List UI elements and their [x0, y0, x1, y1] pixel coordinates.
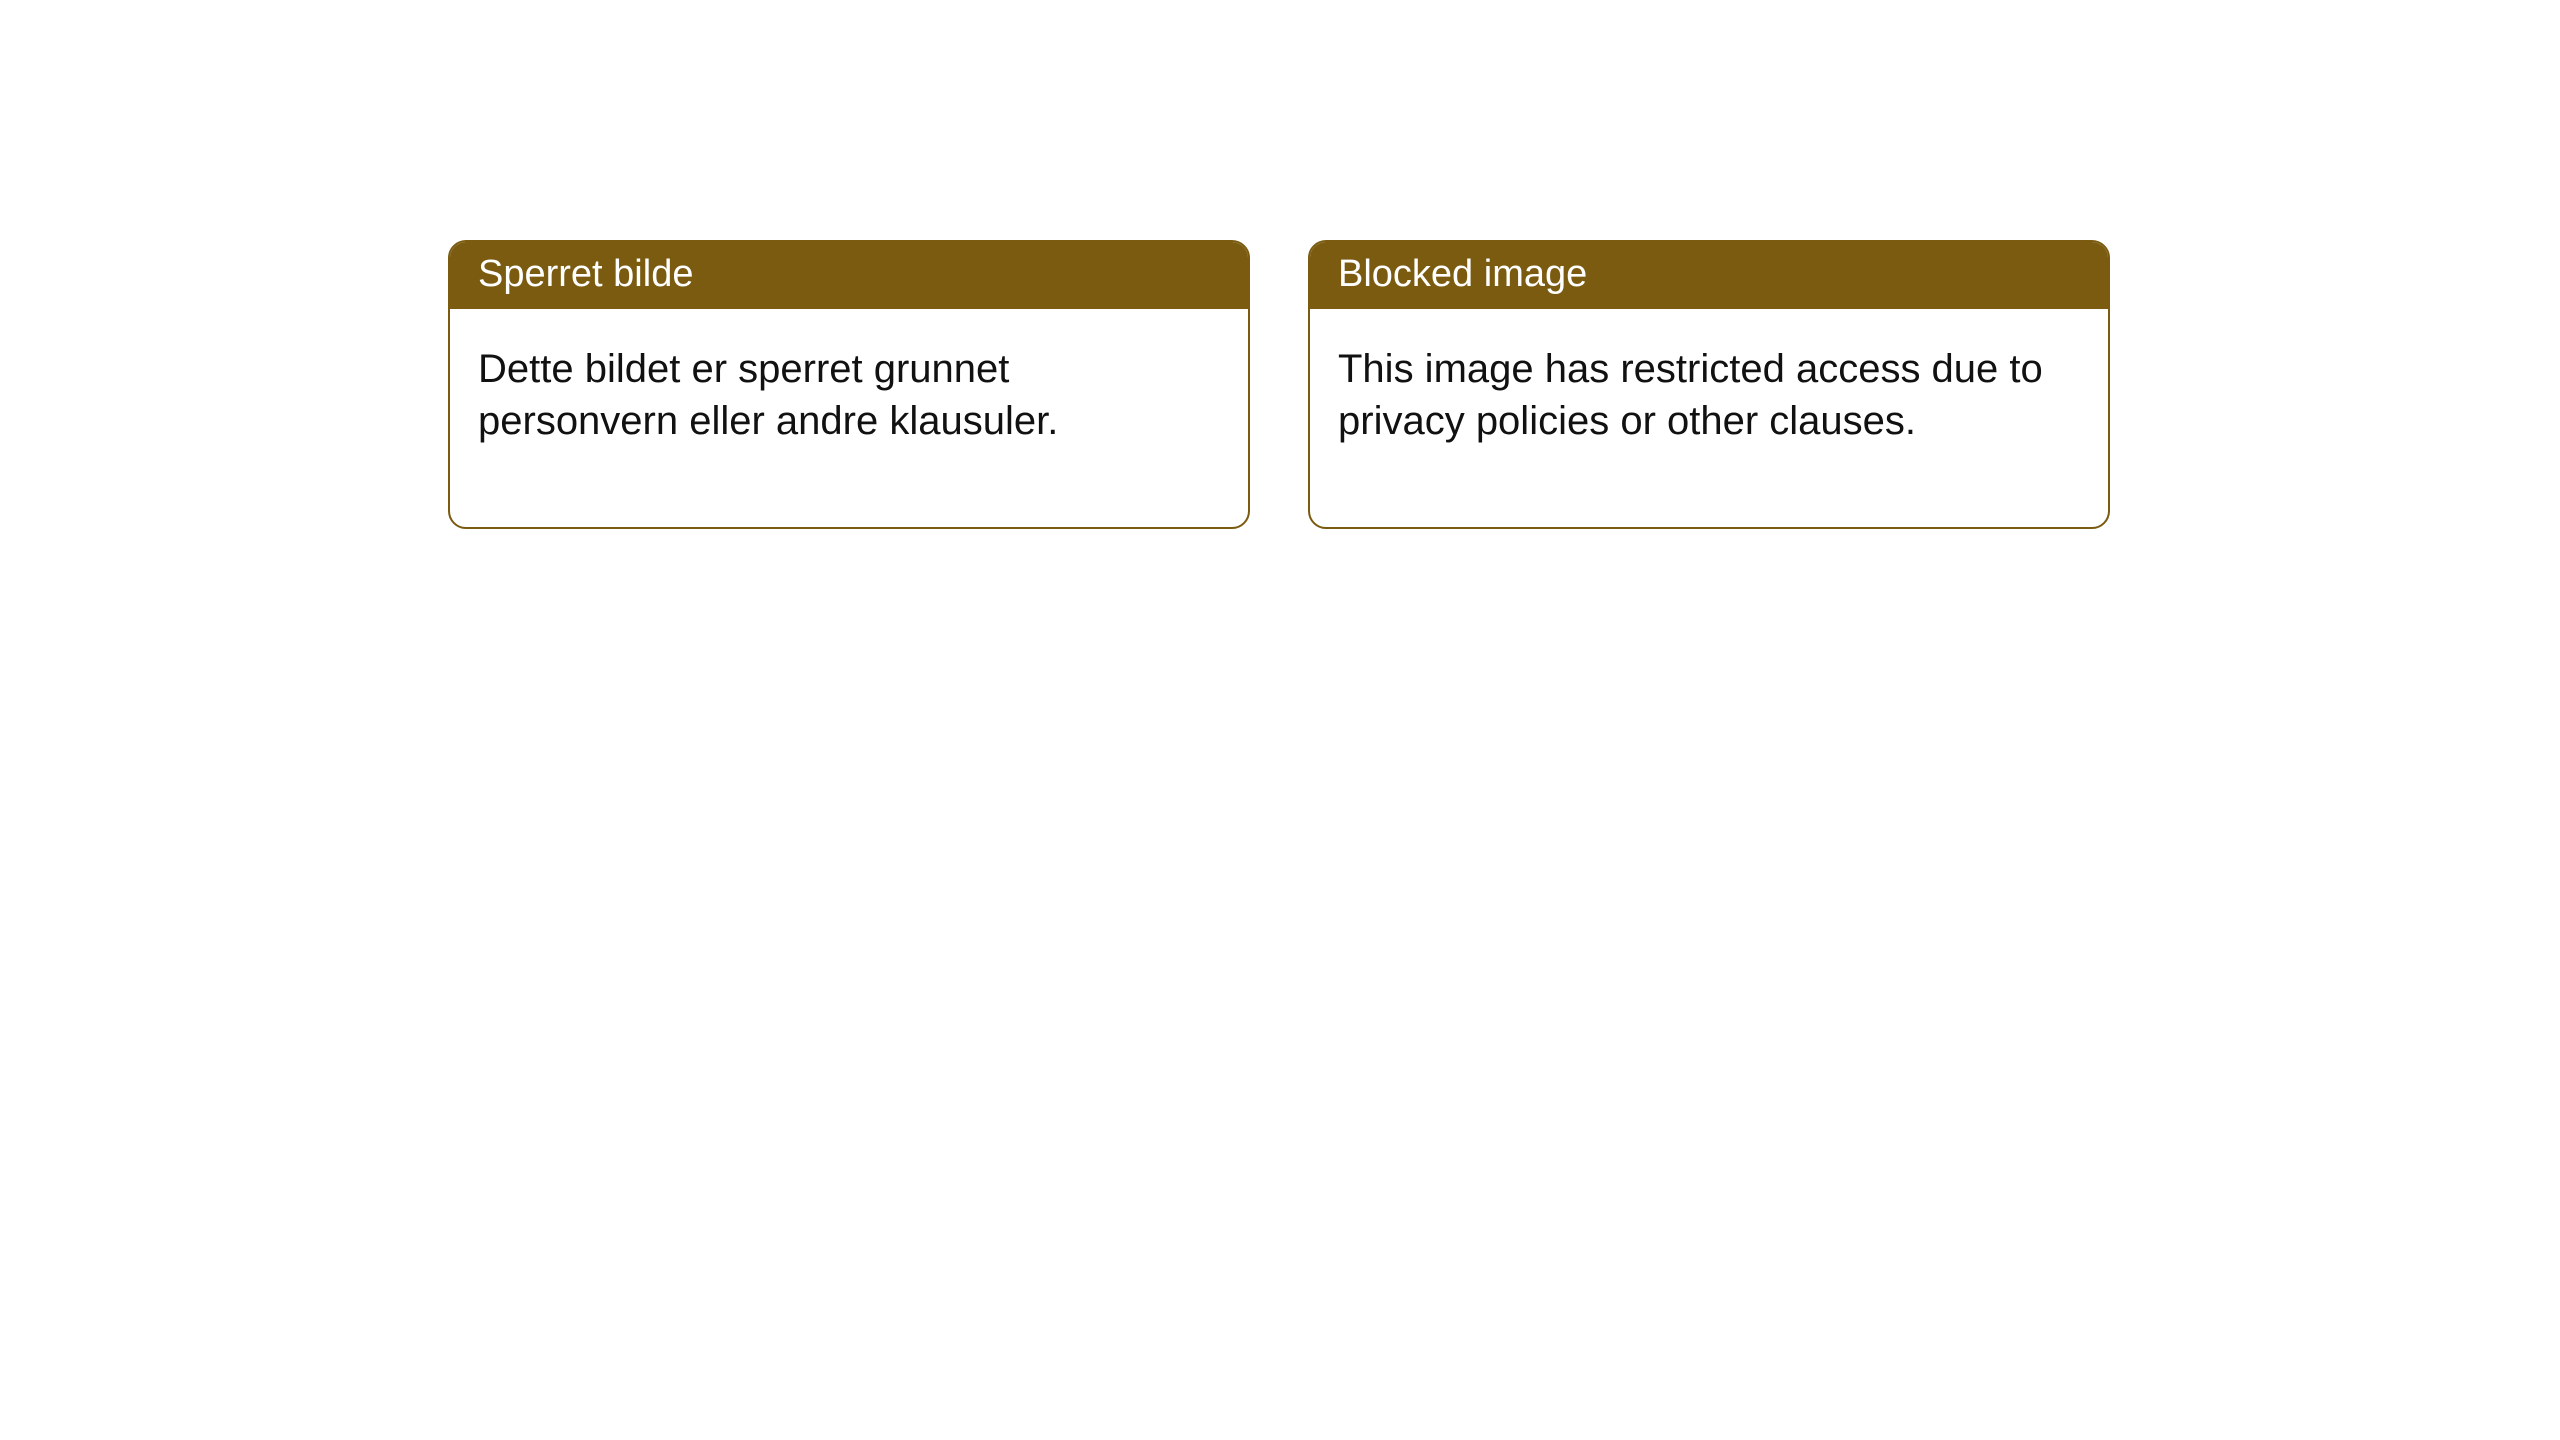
card-title-norwegian: Sperret bilde: [478, 253, 693, 295]
card-message-norwegian: Dette bildet er sperret grunnet personve…: [478, 347, 1058, 443]
blocked-image-card-english: Blocked image This image has restricted …: [1308, 240, 2110, 529]
card-header-english: Blocked image: [1310, 242, 2108, 309]
card-header-norwegian: Sperret bilde: [450, 242, 1248, 309]
card-title-english: Blocked image: [1338, 253, 1587, 295]
card-message-english: This image has restricted access due to …: [1338, 347, 2043, 443]
blocked-image-card-norwegian: Sperret bilde Dette bildet er sperret gr…: [448, 240, 1250, 529]
card-body-norwegian: Dette bildet er sperret grunnet personve…: [450, 309, 1248, 527]
card-body-english: This image has restricted access due to …: [1310, 309, 2108, 527]
notice-cards-container: Sperret bilde Dette bildet er sperret gr…: [448, 240, 2110, 529]
